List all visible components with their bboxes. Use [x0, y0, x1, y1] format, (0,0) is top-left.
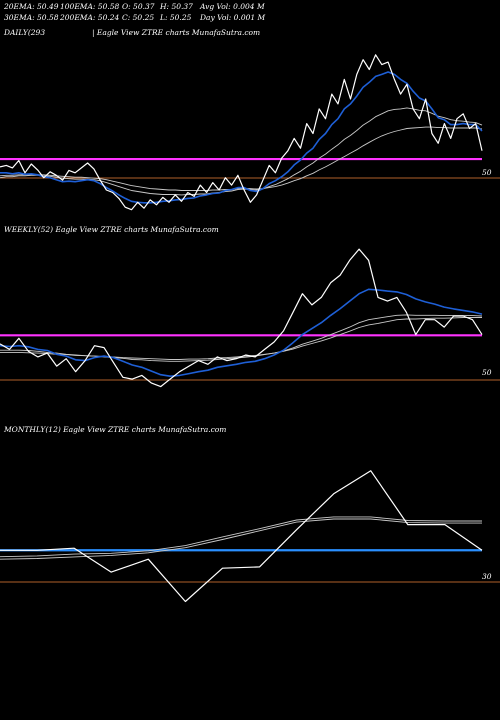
daily-chart [0, 54, 500, 211]
header-ema100: 100EMA: 50.58 [60, 2, 120, 11]
header-avg-vol: Avg Vol: 0.004 M [200, 2, 265, 11]
header-low: L: 50.25 [160, 13, 192, 22]
monthly-level-label: 30 [482, 572, 492, 581]
monthly-series-0-line [0, 470, 483, 603]
weekly-series-2-line [0, 314, 483, 362]
daily-series-1-line [0, 71, 483, 204]
header-ema20: 20EMA: 50.49 [4, 2, 59, 11]
daily-series-2-line [0, 107, 483, 196]
weekly-series-0-line [0, 248, 483, 388]
daily-chart-subtitle: | Eagle View ZTRE charts MunafaSutra.com [92, 28, 261, 37]
monthly-chart [0, 470, 500, 603]
header-ema200: 200EMA: 50.24 [60, 13, 120, 22]
header-day-vol: Day Vol: 0.001 M [200, 13, 266, 22]
monthly-chart-title: MONTHLY(12) Eagle View ZTRE charts Munaf… [4, 425, 227, 434]
daily-series-0-line [0, 54, 483, 211]
daily-series-3-line [0, 126, 483, 191]
weekly-level-label: 50 [482, 368, 492, 377]
weekly-chart-title: WEEKLY(52) Eagle View ZTRE charts Munafa… [4, 225, 219, 234]
daily-level-label: 50 [482, 168, 492, 177]
weekly-series-1-line [0, 288, 483, 378]
weekly-chart [0, 248, 500, 388]
header-close: C: 50.25 [122, 13, 155, 22]
daily-chart-title: DAILY(293 [4, 28, 46, 37]
header-ema30: 30EMA: 50.58 [4, 13, 59, 22]
monthly-series-2-line [0, 518, 482, 560]
weekly-series-3-line [0, 317, 482, 360]
monthly-series-1-line [0, 516, 482, 558]
header-open: O: 50.37 [122, 2, 155, 11]
header-high: H: 50.37 [160, 2, 193, 11]
